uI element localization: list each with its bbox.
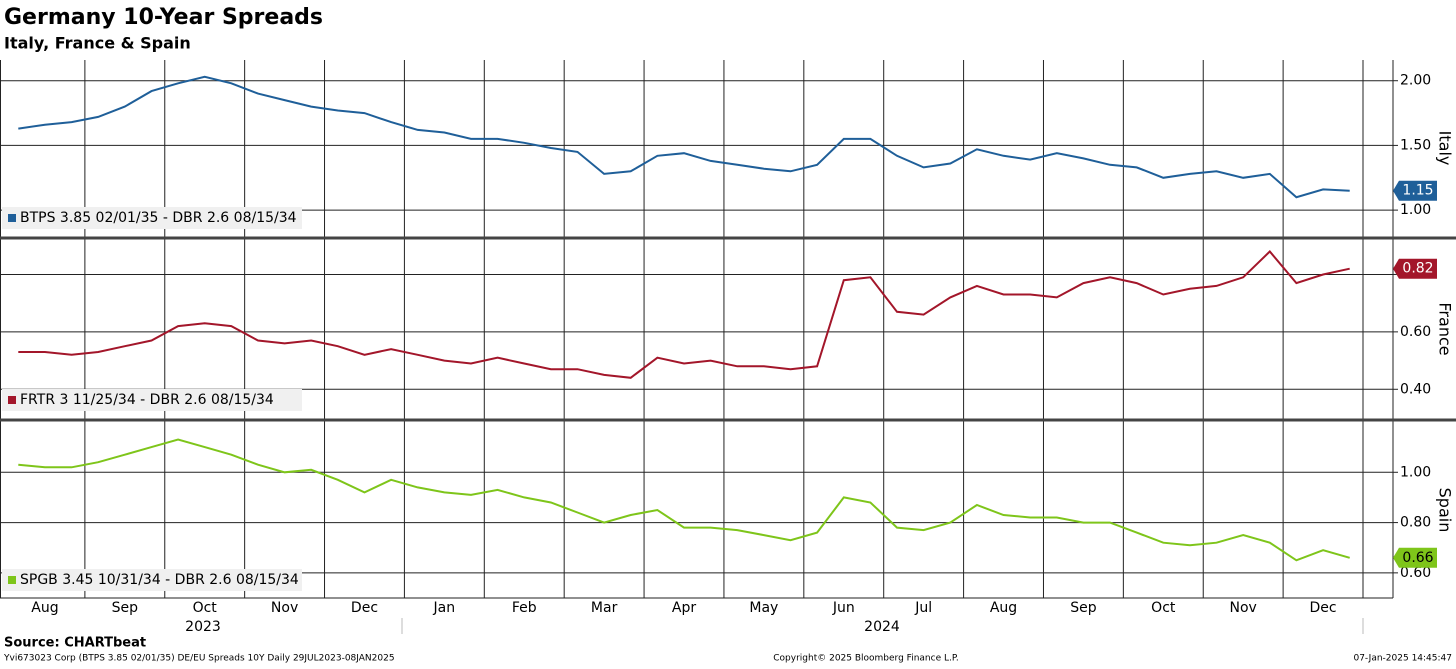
legend-label: SPGB 3.45 10/31/34 - DBR 2.6 08/15/34 (20, 572, 299, 588)
y-tick-label: 0.60 (1400, 324, 1431, 340)
y-axis-label: France (1436, 302, 1455, 355)
y-axis-label: Spain (1436, 488, 1455, 533)
last-value-label: 0.66 (1402, 550, 1433, 566)
x-tick-label: Jan (433, 600, 456, 616)
ticker-info: Yvi673023 Corp (BTPS 3.85 02/01/35) DE/E… (3, 654, 395, 664)
y-tick-label: 2.00 (1400, 73, 1431, 89)
legend-label: BTPS 3.85 02/01/35 - DBR 2.6 08/15/34 (20, 210, 297, 226)
y-tick-label: 0.80 (1400, 515, 1431, 531)
x-tick-label: Jul (914, 600, 932, 616)
x-tick-label: Feb (512, 600, 537, 616)
y-tick-label: 1.00 (1400, 464, 1431, 480)
x-tick-label: Mar (591, 600, 618, 616)
last-value-label: 0.82 (1402, 261, 1433, 277)
x-tick-label: Nov (1230, 600, 1257, 616)
x-tick-label: Apr (672, 600, 696, 616)
copyright: Copyright© 2025 Bloomberg Finance L.P. (773, 654, 958, 664)
x-tick-label: Sep (112, 600, 139, 616)
chart-subtitle: Italy, France & Spain (4, 34, 191, 53)
legend-box (2, 569, 302, 591)
source: Source: CHARTbeat (4, 636, 146, 651)
y-tick-label: 1.00 (1400, 202, 1431, 218)
y-tick-label: 0.60 (1400, 565, 1431, 581)
last-value-tag (1393, 258, 1437, 279)
x-tick-label: Aug (990, 600, 1017, 616)
x-tick-label: Nov (271, 600, 298, 616)
series-line (18, 75, 1350, 199)
year-label: 2023 (185, 619, 221, 635)
y-tick-label: 1.50 (1400, 137, 1431, 153)
legend-box (2, 207, 302, 229)
y-tick-label: 0.40 (1400, 381, 1431, 397)
x-tick-label: Dec (1310, 600, 1337, 616)
x-tick-label: May (749, 600, 778, 616)
last-value-label: 1.15 (1402, 183, 1433, 199)
series-line (18, 438, 1350, 562)
year-label: 2024 (864, 619, 900, 635)
series-line (18, 250, 1350, 379)
legend-box (2, 389, 302, 411)
x-tick-label: Jun (832, 600, 855, 616)
last-value-tag (1393, 180, 1437, 201)
y-axis-label: Italy (1436, 131, 1455, 166)
x-tick-label: Sep (1070, 600, 1097, 616)
x-tick-label: Oct (193, 600, 218, 616)
legend-swatch (8, 214, 16, 222)
x-tick-label: Aug (31, 600, 58, 616)
legend-swatch (8, 576, 16, 584)
legend-swatch (8, 396, 16, 404)
last-value-tag (1393, 547, 1437, 568)
timestamp: 07-Jan-2025 14:45:47 (1353, 654, 1452, 664)
x-tick-label: Dec (351, 600, 378, 616)
chart-title: Germany 10-Year Spreads (4, 5, 323, 30)
x-tick-label: Oct (1151, 600, 1176, 616)
legend-label: FRTR 3 11/25/34 - DBR 2.6 08/15/34 (20, 392, 274, 408)
